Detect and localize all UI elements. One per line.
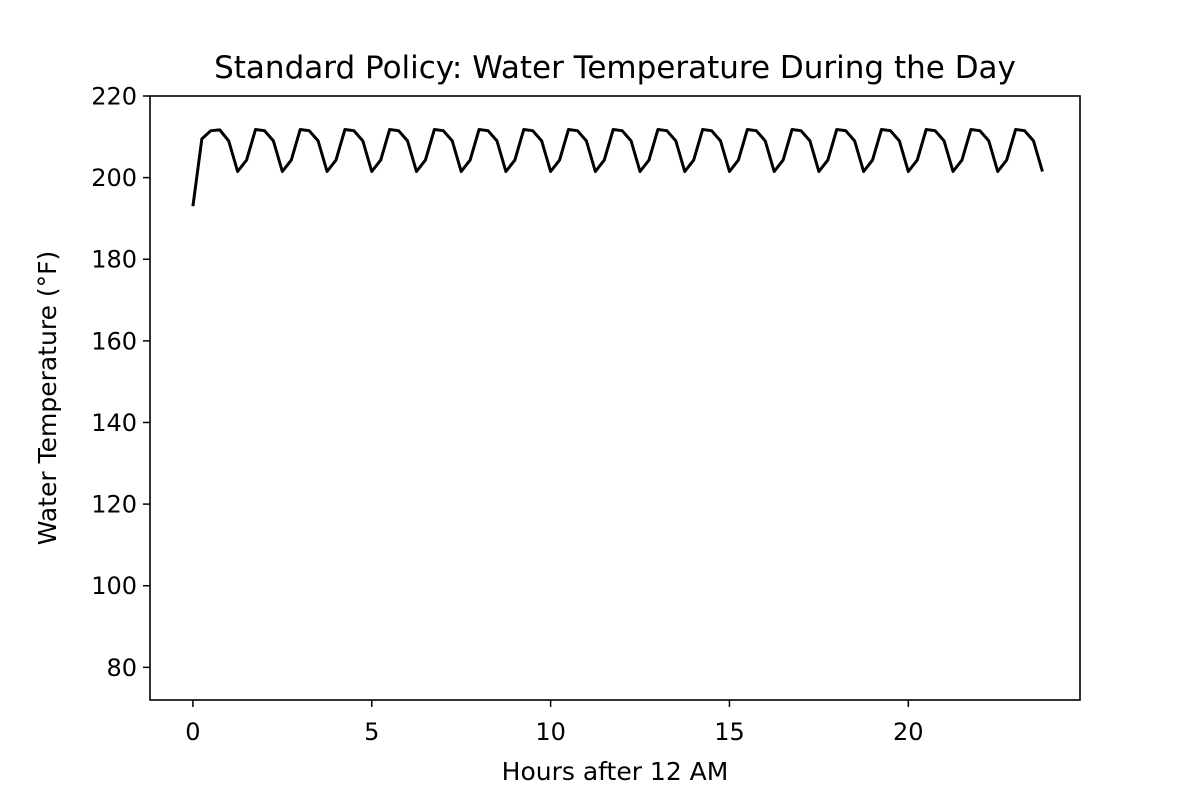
y-tick-label: 200 — [91, 164, 137, 192]
chart-title: Standard Policy: Water Temperature Durin… — [214, 50, 1016, 86]
x-axis: 0 5 10 15 20 — [185, 700, 924, 746]
y-axis-label: Water Temperature (°F) — [33, 251, 62, 546]
plot-series — [191, 127, 1044, 207]
x-tick-label: 20 — [893, 718, 924, 746]
x-tick-label: 15 — [714, 718, 745, 746]
y-tick-label: 120 — [91, 491, 137, 519]
y-tick-label: 140 — [91, 409, 137, 437]
x-tick-label: 10 — [535, 718, 566, 746]
y-tick-label: 160 — [91, 327, 137, 355]
x-tick-label: 0 — [185, 718, 200, 746]
y-tick-label: 220 — [91, 83, 137, 111]
y-tick-label: 80 — [106, 654, 137, 682]
y-tick-label: 100 — [91, 572, 137, 600]
x-axis-label: Hours after 12 AM — [502, 757, 729, 786]
x-tick-label: 5 — [364, 718, 379, 746]
y-tick-label: 180 — [91, 246, 137, 274]
temperature-series-line — [191, 127, 1044, 207]
y-axis: 80 100 120 140 160 180 200 220 — [91, 83, 150, 682]
plot-frame — [149, 95, 1081, 701]
